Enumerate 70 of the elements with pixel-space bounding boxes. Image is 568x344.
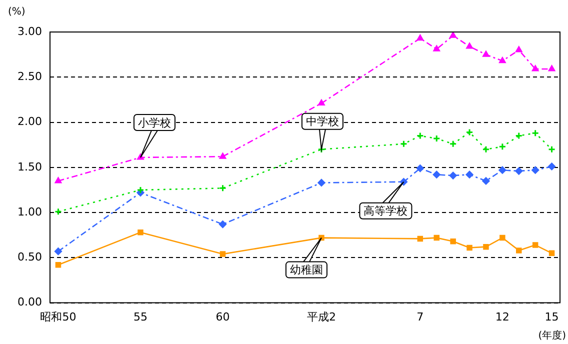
point [400, 140, 408, 148]
point [548, 65, 556, 72]
point [220, 251, 226, 257]
point [54, 208, 62, 216]
series-label: 中学校 [306, 115, 339, 128]
point [416, 132, 424, 140]
point [483, 244, 489, 250]
x-tick-label: 昭和50 [40, 310, 76, 324]
point [449, 140, 457, 148]
point [218, 184, 226, 192]
series-label: 高等学校 [364, 204, 408, 218]
y-tick-label: 2.50 [18, 70, 42, 83]
point [532, 129, 540, 137]
x-tick-label: 平成2 [306, 310, 336, 324]
point [318, 146, 326, 154]
x-tick-label: 7 [416, 310, 424, 324]
point [499, 57, 506, 64]
point [449, 172, 457, 180]
point [548, 250, 555, 256]
point [433, 45, 440, 52]
point [515, 167, 523, 175]
y-tick-label: 1.50 [18, 160, 42, 174]
point [498, 166, 506, 174]
series-label: 幼稚園 [290, 264, 323, 277]
point [532, 166, 540, 174]
point [417, 236, 424, 242]
y-tick-label: 0.50 [18, 250, 42, 264]
point [318, 178, 326, 186]
point [318, 100, 325, 106]
point [466, 170, 474, 178]
point [482, 50, 490, 57]
y-tick-label: 0.00 [18, 296, 42, 309]
point [218, 220, 226, 228]
point [498, 142, 506, 150]
point [434, 234, 440, 241]
point [54, 248, 62, 256]
y-axis-title: (%) [8, 6, 26, 18]
x-tick-label: 15 [544, 310, 559, 324]
x-tick-label: 55 [133, 310, 148, 324]
point [136, 186, 144, 194]
point [466, 42, 473, 49]
y-tick-label: 1.00 [18, 205, 42, 218]
point [516, 46, 522, 52]
point [450, 238, 456, 244]
point [516, 248, 522, 254]
point [450, 32, 456, 38]
point [515, 132, 523, 140]
point [532, 242, 538, 248]
y-tick-label: 2.00 [18, 115, 42, 128]
point [532, 65, 539, 72]
y-tick-label: 3.00 [18, 24, 42, 38]
point [500, 234, 506, 241]
x-axis-title: (年度) [538, 330, 566, 342]
text: 小学校 [138, 116, 171, 130]
point [482, 177, 490, 185]
point [482, 146, 490, 154]
point [416, 34, 424, 41]
point [466, 244, 472, 251]
x-tick-label: 12 [495, 310, 510, 324]
point [432, 170, 440, 178]
point [548, 162, 556, 170]
point [416, 164, 424, 172]
point [55, 262, 62, 268]
point [219, 152, 226, 159]
point [54, 177, 62, 184]
point [432, 134, 440, 142]
point [548, 146, 556, 154]
point [466, 128, 474, 136]
point [138, 230, 144, 236]
x-tick-label: 60 [216, 310, 230, 324]
